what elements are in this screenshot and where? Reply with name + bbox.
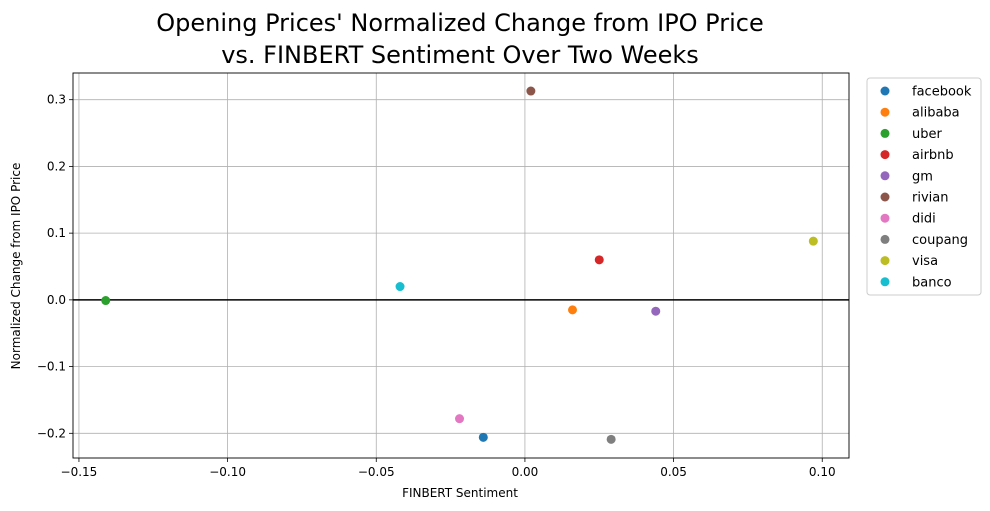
data-point-uber [101,296,111,306]
data-point-didi [455,414,465,424]
y-tick-label: 0.1 [47,226,66,240]
data-point-coupang [606,434,616,444]
data-point-airbnb [594,255,604,265]
y-tick-label: 0.3 [47,93,66,107]
legend-label-rivian: rivian [912,191,948,206]
data-point-gm [651,306,661,316]
legend: facebook alibaba uber airbnb gm rivian didi cou… [866,77,982,296]
legend-marker-coupang [880,234,890,244]
data-point-rivian [526,86,536,96]
data-point-visa [808,236,818,246]
y-tick-label: −0.1 [37,360,66,374]
grid-lines [73,73,849,458]
legend-label-airbnb: airbnb [912,148,954,163]
legend-marker-banco [880,277,890,287]
data-point-facebook [478,432,488,442]
legend-marker-airbnb [880,150,890,160]
data-point-alibaba [567,305,577,315]
data-point-banco [395,282,405,292]
legend-label-visa: visa [912,254,938,269]
legend-marker-alibaba [880,107,890,117]
data-points [101,86,818,444]
chart-title-line-2: vs. FINBERT Sentiment Over Two Weeks [221,41,699,69]
plot-frame [72,72,850,459]
x-tick-label: 0.10 [809,465,836,479]
legend-marker-rivian [880,192,890,202]
legend-marker-visa [880,256,890,266]
legend-frame [866,77,982,296]
y-axis-ticks: −0.2 −0.1 0.0 0.1 0.2 0.3 [37,93,73,440]
x-axis-ticks: −0.15 −0.10 −0.05 0.00 0.05 0.10 [61,458,836,479]
y-axis-label: Normalized Change from IPO Price [9,163,23,370]
chart-title-line-1: Opening Prices' Normalized Change from I… [156,9,763,37]
y-tick-label: 0.0 [47,293,66,307]
legend-label-uber: uber [912,127,942,142]
legend-marker-gm [880,171,890,181]
y-tick-label: −0.2 [37,426,66,440]
legend-label-gm: gm [912,169,933,184]
x-tick-label: −0.05 [358,465,395,479]
legend-marker-uber [880,128,890,138]
legend-marker-facebook [880,86,890,96]
x-tick-label: −0.15 [61,465,98,479]
legend-label-alibaba: alibaba [912,106,960,121]
x-tick-label: 0.00 [512,465,539,479]
legend-marker-didi [880,213,890,223]
x-tick-label: −0.10 [209,465,246,479]
legend-label-didi: didi [912,212,936,227]
legend-label-coupang: coupang [912,233,968,248]
legend-label-banco: banco [912,275,952,290]
legend-label-facebook: facebook [912,85,972,100]
x-axis-label: FINBERT Sentiment [402,486,518,500]
y-tick-label: 0.2 [47,159,66,173]
x-tick-label: 0.05 [660,465,687,479]
